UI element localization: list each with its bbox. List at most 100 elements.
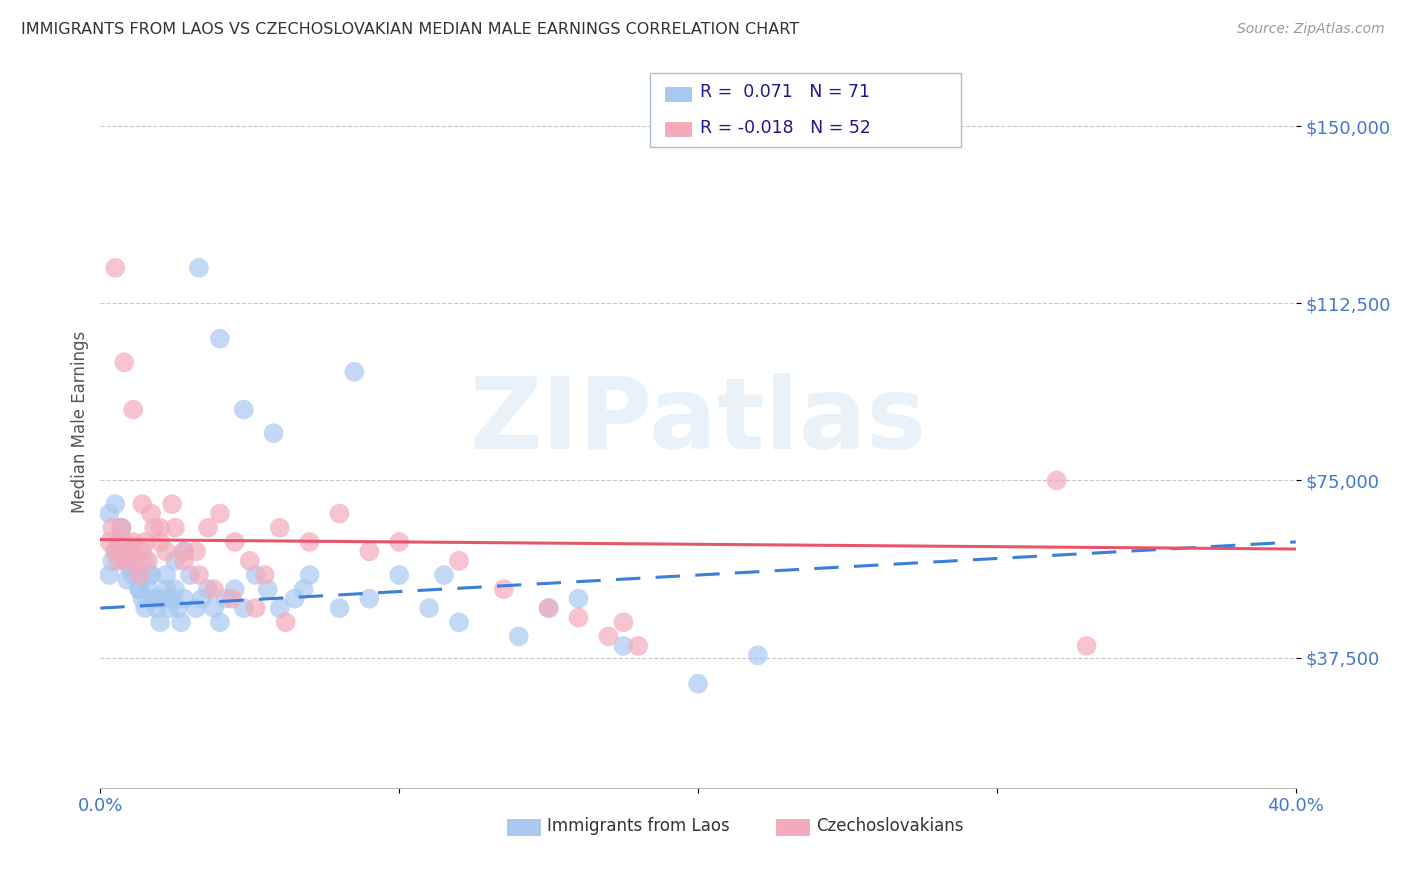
Point bbox=[165, 521, 187, 535]
Point bbox=[418, 601, 440, 615]
Point bbox=[173, 544, 195, 558]
Point bbox=[122, 544, 145, 558]
Point bbox=[112, 554, 135, 568]
Point bbox=[388, 535, 411, 549]
Point bbox=[537, 601, 560, 615]
Point bbox=[447, 554, 470, 568]
Point bbox=[155, 582, 177, 597]
Point bbox=[152, 591, 174, 606]
Bar bbox=[665, 87, 690, 102]
Point bbox=[567, 610, 589, 624]
Point bbox=[98, 535, 121, 549]
Point bbox=[128, 568, 150, 582]
Point bbox=[447, 615, 470, 630]
Bar bbox=[776, 819, 810, 835]
Point bbox=[245, 568, 267, 582]
Point bbox=[202, 601, 225, 615]
Point bbox=[110, 521, 132, 535]
Point bbox=[232, 402, 254, 417]
Point bbox=[197, 521, 219, 535]
Point bbox=[359, 591, 381, 606]
Point bbox=[1046, 474, 1069, 488]
Point bbox=[747, 648, 769, 663]
Point bbox=[112, 535, 135, 549]
Point bbox=[125, 554, 148, 568]
Point bbox=[184, 601, 207, 615]
Point bbox=[191, 591, 214, 606]
Point bbox=[202, 582, 225, 597]
Point bbox=[110, 521, 132, 535]
Point bbox=[612, 615, 634, 630]
Point bbox=[188, 260, 211, 275]
Point bbox=[128, 582, 150, 597]
FancyBboxPatch shape bbox=[650, 73, 962, 146]
Point bbox=[136, 582, 159, 597]
Point bbox=[160, 591, 183, 606]
Point bbox=[120, 544, 142, 558]
Point bbox=[104, 544, 127, 558]
Point bbox=[508, 630, 530, 644]
Point bbox=[122, 535, 145, 549]
Point bbox=[107, 554, 129, 568]
Point bbox=[155, 568, 177, 582]
Point bbox=[101, 554, 124, 568]
Point bbox=[328, 601, 350, 615]
Point bbox=[215, 591, 238, 606]
Point bbox=[292, 582, 315, 597]
Point bbox=[298, 568, 321, 582]
Point bbox=[122, 402, 145, 417]
Point bbox=[134, 601, 156, 615]
Point bbox=[125, 568, 148, 582]
Point bbox=[110, 521, 132, 535]
Point bbox=[269, 521, 291, 535]
Point bbox=[131, 497, 153, 511]
Y-axis label: Median Male Earnings: Median Male Earnings bbox=[72, 330, 89, 513]
Point bbox=[188, 568, 211, 582]
Point bbox=[143, 591, 166, 606]
Point bbox=[284, 591, 307, 606]
Text: IMMIGRANTS FROM LAOS VS CZECHOSLOVAKIAN MEDIAN MALE EARNINGS CORRELATION CHART: IMMIGRANTS FROM LAOS VS CZECHOSLOVAKIAN … bbox=[21, 22, 799, 37]
Point bbox=[98, 568, 121, 582]
Point bbox=[167, 601, 190, 615]
Point bbox=[1076, 639, 1098, 653]
Point bbox=[208, 507, 231, 521]
Text: ZIPatlas: ZIPatlas bbox=[470, 373, 927, 470]
Point bbox=[136, 554, 159, 568]
Point bbox=[537, 601, 560, 615]
Point bbox=[170, 615, 193, 630]
Point bbox=[165, 582, 187, 597]
Point bbox=[134, 535, 156, 549]
Point bbox=[256, 582, 278, 597]
Point bbox=[263, 426, 285, 441]
Point bbox=[101, 521, 124, 535]
Point bbox=[104, 497, 127, 511]
Point bbox=[173, 544, 195, 558]
Point bbox=[433, 568, 456, 582]
Point bbox=[117, 554, 139, 568]
Point bbox=[239, 554, 262, 568]
Point bbox=[598, 630, 620, 644]
Point bbox=[146, 601, 169, 615]
Bar bbox=[506, 819, 540, 835]
Point bbox=[141, 507, 163, 521]
Point bbox=[224, 535, 246, 549]
Point bbox=[269, 601, 291, 615]
Point bbox=[274, 615, 297, 630]
Point bbox=[173, 591, 195, 606]
Text: Immigrants from Laos: Immigrants from Laos bbox=[547, 817, 730, 835]
Point bbox=[197, 582, 219, 597]
Point bbox=[149, 535, 172, 549]
Point bbox=[184, 544, 207, 558]
Point bbox=[298, 535, 321, 549]
Bar bbox=[665, 122, 690, 136]
Point bbox=[157, 601, 180, 615]
Point bbox=[128, 582, 150, 597]
Point bbox=[388, 568, 411, 582]
Point bbox=[221, 591, 243, 606]
Point bbox=[232, 601, 254, 615]
Point bbox=[612, 639, 634, 653]
Point bbox=[120, 563, 142, 577]
Point bbox=[131, 591, 153, 606]
Point bbox=[149, 521, 172, 535]
Point bbox=[149, 615, 172, 630]
